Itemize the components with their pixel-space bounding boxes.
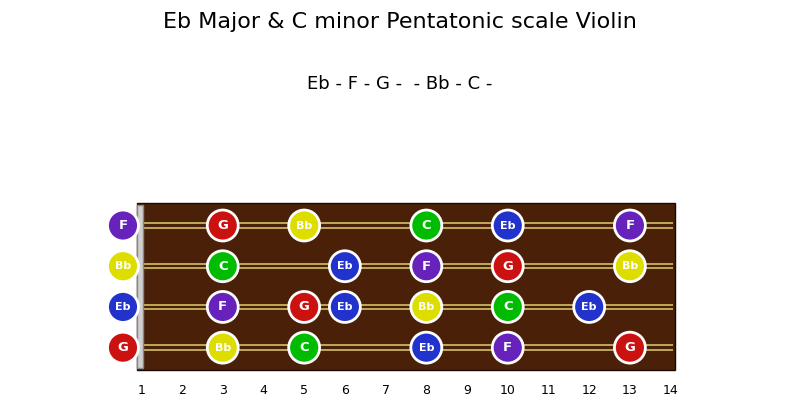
Text: G: G: [218, 219, 228, 232]
Circle shape: [289, 291, 320, 322]
Circle shape: [614, 332, 646, 363]
Circle shape: [107, 210, 138, 241]
Text: 7: 7: [382, 384, 390, 397]
Bar: [138, 205, 142, 368]
Text: Eb - F - G -  - Bb - C -: Eb - F - G - - Bb - C -: [307, 75, 493, 93]
Text: 13: 13: [622, 384, 638, 397]
Circle shape: [411, 332, 442, 363]
Text: Eb: Eb: [418, 343, 434, 353]
Text: G: G: [118, 341, 129, 354]
Text: C: C: [503, 300, 513, 313]
Text: F: F: [218, 300, 227, 313]
FancyBboxPatch shape: [138, 203, 674, 370]
Text: F: F: [422, 260, 431, 273]
Text: 14: 14: [662, 384, 678, 397]
Text: C: C: [299, 341, 309, 354]
Circle shape: [411, 251, 442, 282]
Circle shape: [574, 291, 605, 322]
Text: 9: 9: [463, 384, 471, 397]
Text: 4: 4: [259, 384, 267, 397]
Text: Bb: Bb: [418, 302, 434, 312]
Circle shape: [330, 291, 360, 322]
Text: Eb: Eb: [337, 261, 353, 271]
Text: Bb: Bb: [214, 343, 231, 353]
Text: 3: 3: [219, 384, 226, 397]
Circle shape: [330, 251, 360, 282]
Circle shape: [492, 210, 523, 241]
Text: 8: 8: [422, 384, 430, 397]
Text: Eb Major & C minor Pentatonic scale Violin: Eb Major & C minor Pentatonic scale Viol…: [163, 12, 637, 32]
Circle shape: [107, 291, 138, 322]
Text: 6: 6: [341, 384, 349, 397]
Circle shape: [289, 332, 320, 363]
Text: 11: 11: [541, 384, 556, 397]
Text: Eb: Eb: [582, 302, 597, 312]
Circle shape: [289, 210, 320, 241]
Circle shape: [614, 251, 646, 282]
Circle shape: [411, 210, 442, 241]
Text: F: F: [118, 219, 127, 232]
Text: G: G: [298, 300, 310, 313]
Text: Eb: Eb: [500, 220, 515, 230]
Text: G: G: [625, 341, 635, 354]
Circle shape: [207, 332, 238, 363]
Text: F: F: [626, 219, 634, 232]
Text: 5: 5: [300, 384, 308, 397]
Text: Eb: Eb: [337, 302, 353, 312]
Circle shape: [107, 332, 138, 363]
Circle shape: [492, 332, 523, 363]
Circle shape: [207, 251, 238, 282]
Circle shape: [411, 291, 442, 322]
Text: 2: 2: [178, 384, 186, 397]
Text: 12: 12: [582, 384, 597, 397]
Text: G: G: [502, 260, 513, 273]
Circle shape: [207, 210, 238, 241]
Circle shape: [207, 291, 238, 322]
Circle shape: [614, 210, 646, 241]
Text: 1: 1: [138, 384, 146, 397]
Text: Bb: Bb: [115, 261, 131, 271]
Circle shape: [107, 251, 138, 282]
Text: 10: 10: [500, 384, 516, 397]
Text: F: F: [503, 341, 512, 354]
Circle shape: [492, 291, 523, 322]
Text: C: C: [218, 260, 227, 273]
Text: Bb: Bb: [622, 261, 638, 271]
Text: C: C: [422, 219, 431, 232]
Circle shape: [492, 251, 523, 282]
Text: Bb: Bb: [296, 220, 312, 230]
Text: Eb: Eb: [115, 302, 130, 312]
